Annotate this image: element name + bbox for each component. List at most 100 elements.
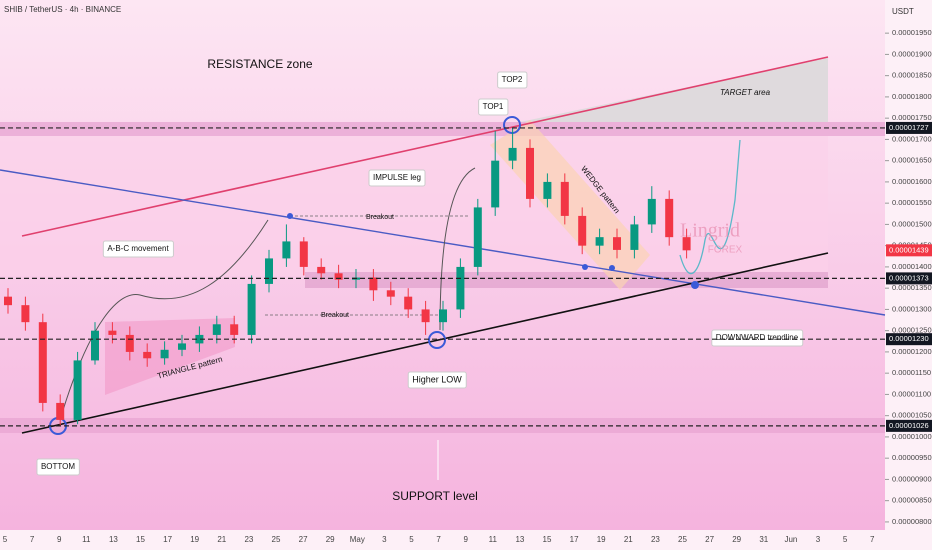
last-price-box bbox=[886, 244, 932, 257]
candle-body bbox=[282, 241, 291, 259]
x-tick-label: 5 bbox=[409, 535, 414, 544]
x-tick-label: 7 bbox=[870, 535, 875, 544]
x-tick-label: May bbox=[350, 535, 365, 544]
x-tick-label: 17 bbox=[163, 535, 172, 544]
y-tick-label: 0.00001250 bbox=[892, 326, 932, 335]
label-box bbox=[478, 98, 509, 116]
price-label-box bbox=[886, 419, 932, 432]
annotation: BOTTOM bbox=[41, 462, 75, 471]
candle-body bbox=[560, 181, 569, 216]
candle-body bbox=[160, 349, 169, 359]
y-tick-label: 0.00001100 bbox=[892, 389, 931, 398]
price-label: 0.00001026 bbox=[889, 421, 929, 430]
annotation: Breakout bbox=[366, 214, 394, 221]
x-tick-label: 21 bbox=[217, 535, 226, 544]
y-tick-label: 0.00001300 bbox=[892, 304, 932, 313]
x-tick-label: 23 bbox=[651, 535, 660, 544]
x-tick-label: 7 bbox=[30, 535, 35, 544]
x-tick-label: 21 bbox=[624, 535, 633, 544]
x-tick-label: 9 bbox=[463, 535, 468, 544]
price-label-box bbox=[886, 121, 932, 134]
point bbox=[287, 213, 293, 219]
point bbox=[609, 265, 615, 271]
label-box bbox=[407, 371, 467, 389]
higher-low-marker bbox=[428, 331, 446, 349]
y-tick-label: 0.00001000 bbox=[892, 432, 932, 441]
candle-body bbox=[508, 147, 517, 161]
last-price-label: 0.00001439 bbox=[889, 245, 929, 254]
candle-body bbox=[682, 237, 691, 251]
x-tick-label: 11 bbox=[82, 535, 91, 544]
candle-body bbox=[212, 324, 221, 335]
projection-path bbox=[679, 139, 741, 275]
x-tick-label: 25 bbox=[678, 535, 687, 544]
resistance-zone bbox=[0, 122, 885, 136]
annotation: TOP2 bbox=[502, 75, 523, 84]
candle-body bbox=[299, 241, 308, 267]
y-tick-label: 0.00001400 bbox=[892, 262, 932, 271]
candle-body bbox=[630, 224, 639, 250]
x-tick-label: 23 bbox=[244, 535, 253, 544]
candle-body bbox=[178, 343, 186, 350]
x-tick-label: 27 bbox=[705, 535, 714, 544]
price-label: 0.00001230 bbox=[889, 334, 929, 343]
axis-unit: USDT bbox=[892, 7, 914, 16]
candle-body bbox=[491, 160, 500, 208]
annotation: TOP1 bbox=[483, 102, 504, 111]
candle-body bbox=[195, 334, 204, 344]
candle-body bbox=[613, 237, 621, 250]
label-box bbox=[102, 240, 174, 258]
x-tick-label: 13 bbox=[515, 535, 524, 544]
x-tick-label: 7 bbox=[436, 535, 441, 544]
candle-body bbox=[404, 296, 413, 310]
candle-body bbox=[543, 181, 552, 199]
top-marker bbox=[503, 116, 521, 134]
x-tick-label: 27 bbox=[299, 535, 308, 544]
candle-body bbox=[21, 305, 30, 323]
y-tick-label: 0.00001050 bbox=[892, 411, 932, 420]
candle-body bbox=[38, 322, 47, 403]
candle-body bbox=[665, 198, 674, 238]
label-box bbox=[497, 71, 528, 89]
price-label-box bbox=[886, 333, 932, 346]
chart-title: SHIB / TetherUS · 4h · BINANCE bbox=[4, 5, 121, 14]
x-tick-label: 31 bbox=[759, 535, 768, 544]
y-tick-label: 0.00001650 bbox=[892, 156, 932, 165]
x-tick-label: 19 bbox=[597, 535, 606, 544]
x-tick-label: 29 bbox=[326, 535, 335, 544]
annotation: TARGET area bbox=[720, 88, 771, 97]
price-label: 0.00001727 bbox=[889, 123, 929, 132]
annotation: Breakout bbox=[321, 312, 349, 319]
annotation: A-B-C movement bbox=[107, 244, 169, 253]
price-label-box bbox=[886, 272, 932, 285]
x-tick-label: 13 bbox=[109, 535, 118, 544]
x-tick-label: 5 bbox=[843, 535, 848, 544]
annotation: SUPPORT level bbox=[392, 489, 478, 503]
x-tick-label: 17 bbox=[570, 535, 579, 544]
x-tick-label: 9 bbox=[57, 535, 62, 544]
y-tick-label: 0.00001150 bbox=[892, 368, 931, 377]
x-tick-label: 19 bbox=[190, 535, 199, 544]
watermark: FOREX bbox=[708, 245, 743, 256]
x-tick-label: 29 bbox=[732, 535, 741, 544]
y-tick-label: 0.00000950 bbox=[892, 453, 932, 462]
y-tick-label: 0.00001900 bbox=[892, 49, 932, 58]
candle-body bbox=[108, 330, 117, 335]
downward-trendline bbox=[0, 169, 886, 316]
y-tick-label: 0.00001350 bbox=[892, 283, 932, 292]
point bbox=[691, 281, 699, 289]
y-tick-label: 0.00001500 bbox=[892, 219, 932, 228]
label-box bbox=[36, 458, 80, 476]
y-tick-label: 0.00001700 bbox=[892, 134, 932, 143]
price-label: 0.00001373 bbox=[889, 273, 929, 282]
y-tick-label: 0.00000900 bbox=[892, 474, 932, 483]
y-tick-label: 0.00001950 bbox=[892, 28, 932, 37]
candle-body bbox=[334, 273, 343, 280]
point bbox=[582, 264, 588, 270]
candle-body bbox=[578, 215, 587, 246]
y-tick-label: 0.00000800 bbox=[892, 517, 932, 526]
candle-body bbox=[595, 237, 604, 246]
label-box bbox=[711, 329, 804, 347]
abc-arrow bbox=[59, 219, 269, 421]
candle-body bbox=[56, 402, 65, 420]
